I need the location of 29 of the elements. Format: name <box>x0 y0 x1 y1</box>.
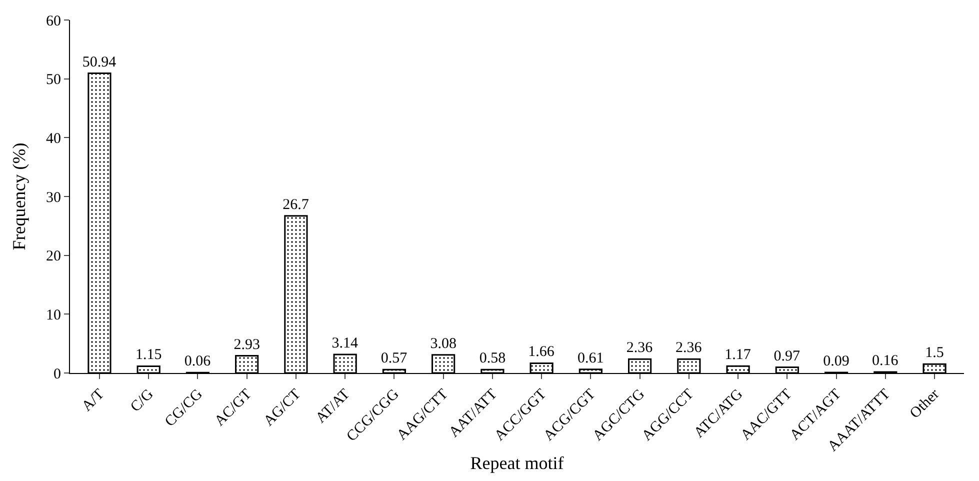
y-tick-label: 0 <box>54 366 61 382</box>
data-label: 0.06 <box>184 354 212 370</box>
data-label: 0.58 <box>479 350 506 367</box>
y-tick-label: 40 <box>46 130 61 147</box>
y-tick-label: 10 <box>46 307 61 324</box>
data-label: 2.36 <box>626 340 654 356</box>
y-axis-title: Frequency (%) <box>9 142 30 250</box>
data-label: 26.7 <box>282 196 310 213</box>
data-label: 1.15 <box>135 347 162 364</box>
data-label: 50.94 <box>82 54 117 70</box>
x-tick-label: A/T <box>79 386 108 415</box>
data-label: 1.66 <box>528 344 555 360</box>
data-label: 1.17 <box>724 347 752 364</box>
y-tick-label: 30 <box>46 190 61 206</box>
data-label: 0.57 <box>380 350 408 367</box>
data-label: 2.93 <box>234 336 260 353</box>
data-label: 3.14 <box>332 336 358 352</box>
data-label: 0.09 <box>823 353 850 370</box>
x-axis-title: Repeat motif <box>470 452 564 473</box>
y-tick-label: 20 <box>46 248 61 265</box>
data-label: 0.61 <box>578 350 604 366</box>
data-label: 3.08 <box>430 336 456 352</box>
y-tick-label: 60 <box>46 13 61 30</box>
data-label: 2.36 <box>676 340 702 356</box>
x-tick-label: C/G <box>128 386 157 416</box>
data-label: 0.16 <box>872 353 899 370</box>
y-tick-label: 50 <box>46 72 61 88</box>
data-label: 1.5 <box>925 345 944 362</box>
data-label: 0.97 <box>774 348 801 364</box>
